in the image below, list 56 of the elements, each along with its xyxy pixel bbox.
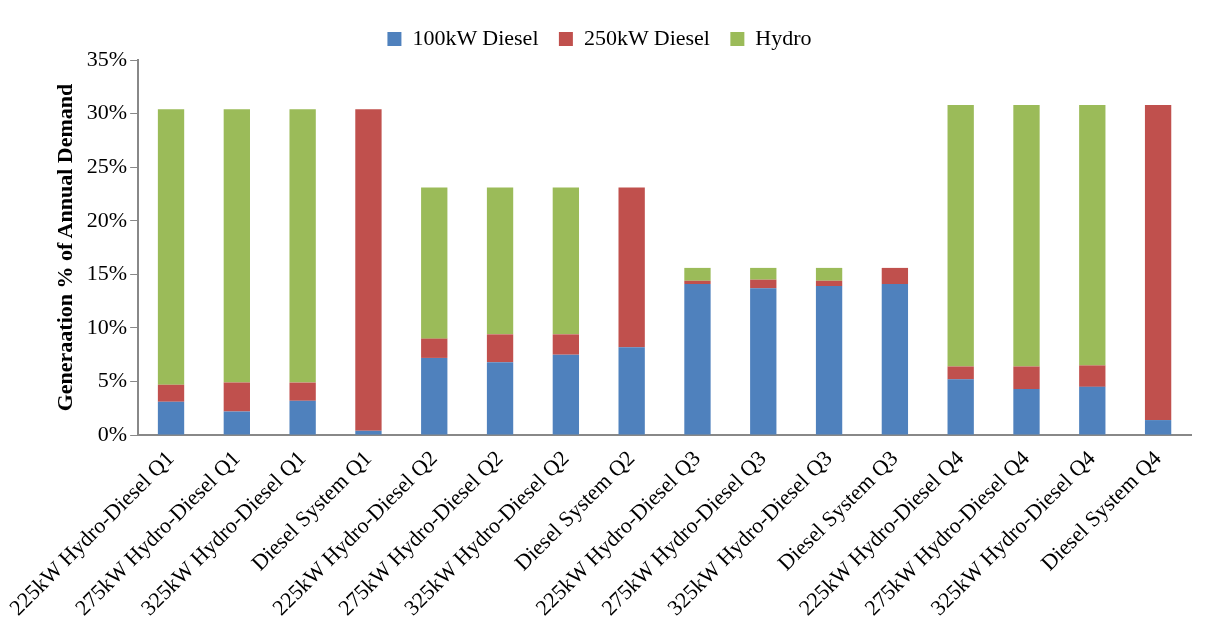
bar (157, 401, 185, 435)
bar (486, 362, 514, 435)
bar (355, 430, 382, 435)
bar (750, 267, 777, 280)
bar (289, 400, 316, 435)
bar (552, 334, 580, 355)
bar (684, 280, 711, 284)
bar (486, 334, 514, 363)
bar (421, 338, 448, 358)
bar (1079, 365, 1106, 387)
legend-label: 250kW Diesel (583, 24, 710, 50)
y-tick-label: 5% (97, 367, 128, 393)
bar (618, 187, 645, 348)
y-tick-label: 0% (97, 420, 128, 446)
bar (223, 109, 250, 383)
bar (1013, 105, 1040, 367)
bar (1013, 366, 1040, 389)
bar (1013, 388, 1040, 435)
bar (881, 267, 909, 284)
bar (1079, 386, 1106, 435)
bar (552, 187, 580, 335)
bar (289, 382, 316, 401)
y-tick-label: 15% (86, 260, 128, 286)
y-axis-title: Generaation % of Annual Demand (52, 83, 78, 412)
bar (684, 283, 711, 435)
bar (750, 279, 777, 289)
bar (1079, 105, 1106, 366)
bar (947, 366, 974, 380)
bar (289, 109, 316, 383)
y-tick-label: 35% (86, 45, 128, 71)
bar (421, 187, 448, 339)
bar (684, 267, 711, 281)
bar (1144, 420, 1172, 435)
y-tick-label: 30% (86, 99, 128, 125)
bar (750, 288, 777, 435)
bar (223, 382, 250, 412)
bar (881, 283, 909, 435)
bar (355, 109, 382, 431)
legend-label: Hydro (755, 24, 812, 50)
bar (486, 187, 514, 335)
bar (421, 357, 448, 435)
bar (947, 105, 974, 367)
bar (815, 286, 843, 435)
bar (618, 347, 645, 435)
bar (1144, 105, 1172, 421)
bar (552, 354, 580, 435)
bar (157, 384, 185, 402)
y-tick-label: 10% (86, 313, 128, 339)
bar (157, 109, 185, 385)
bar (223, 411, 250, 435)
y-tick-label: 20% (86, 206, 128, 232)
bar (815, 267, 843, 281)
y-tick-label: 25% (86, 152, 128, 178)
bar (815, 280, 843, 287)
bar (947, 379, 974, 435)
legend-label: 100kW Diesel (412, 24, 539, 50)
